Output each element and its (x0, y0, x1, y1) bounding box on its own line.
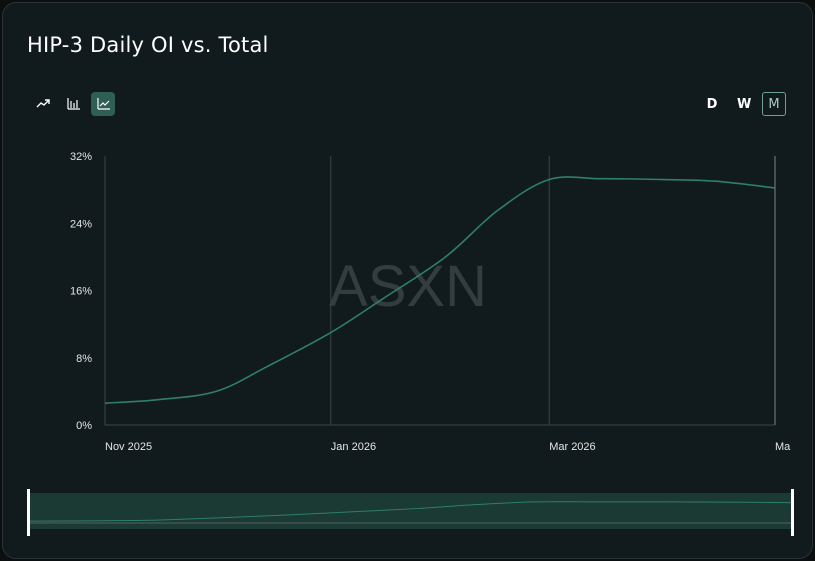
navigator-right-handle[interactable] (791, 489, 794, 536)
x-tick-label: Nov 2025 (105, 441, 152, 453)
line-chart: ASXN 0% 8% 16% 24% 32% Nov 2025 Jan 2026 Mar 2… (70, 151, 791, 453)
x-tick-label: Jan 2026 (331, 441, 376, 453)
range-button-d[interactable]: D (706, 96, 718, 112)
series-line (104, 176, 776, 404)
y-tick-label: 16% (70, 286, 92, 298)
line-chart-icon[interactable] (91, 92, 115, 116)
bar-chart-icon[interactable] (61, 92, 85, 116)
x-tick-label: Mar 2026 (549, 441, 595, 453)
range-button-m[interactable]: M (762, 92, 786, 116)
page-title: HIP-3 Daily OI vs. Total (27, 33, 269, 57)
navigator-selection[interactable] (28, 493, 793, 529)
watermark: ASXN (329, 254, 487, 319)
trend-line-icon[interactable] (31, 92, 55, 116)
x-tick-label: Ma (775, 441, 791, 453)
y-tick-label: 8% (76, 353, 92, 365)
range-navigator[interactable] (3, 487, 813, 547)
y-tick-label: 32% (70, 151, 92, 163)
range-button-w[interactable]: W (737, 96, 752, 112)
y-tick-label: 0% (76, 420, 92, 432)
navigator-left-handle[interactable] (27, 489, 30, 536)
y-tick-label: 24% (70, 218, 92, 230)
navigator-series-line (29, 501, 792, 522)
